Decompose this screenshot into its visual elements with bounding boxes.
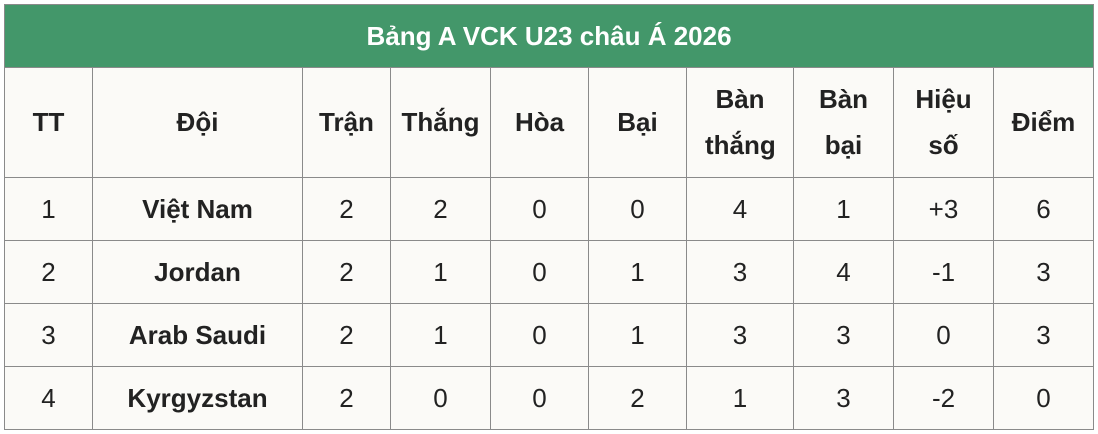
table-cell: +3 [893, 177, 994, 241]
column-header: Điểm [993, 67, 1094, 178]
standings-table: Bảng A VCK U23 châu Á 2026 TT Đội Trận Thắn… [4, 4, 1094, 430]
column-header: Đội [92, 67, 303, 178]
table-cell: 0 [490, 240, 589, 304]
table-cell: 1 [588, 240, 687, 304]
table-cell: 1 [793, 177, 894, 241]
table-cell: 1 [390, 303, 491, 367]
table-row: 4 Kyrgyzstan 2 0 0 2 1 3 -2 0 [4, 366, 1094, 430]
table-cell: 0 [993, 366, 1094, 430]
table-cell: 1 [4, 177, 93, 241]
table-cell: 3 [793, 366, 894, 430]
table-cell: 3 [686, 240, 794, 304]
table-cell: 2 [302, 177, 391, 241]
table-cell: 3 [793, 303, 894, 367]
table-cell: 0 [390, 366, 491, 430]
team-name: Jordan [92, 240, 303, 304]
column-header: Bàn bại [793, 67, 894, 178]
table-cell: 2 [4, 240, 93, 304]
column-header: TT [4, 67, 93, 178]
column-header: Bàn thắng [686, 67, 794, 178]
table-cell: 0 [490, 177, 589, 241]
table-cell: 0 [490, 303, 589, 367]
table-cell: 2 [302, 303, 391, 367]
team-name: Kyrgyzstan [92, 366, 303, 430]
table-cell: 0 [588, 177, 687, 241]
table-cell: 1 [686, 366, 794, 430]
table-cell: 4 [793, 240, 894, 304]
column-header: Hòa [490, 67, 589, 178]
team-name: Việt Nam [92, 177, 303, 241]
column-header: Thắng [390, 67, 491, 178]
table-cell: 2 [588, 366, 687, 430]
table-cell: 1 [390, 240, 491, 304]
table-row: 1 Việt Nam 2 2 0 0 4 1 +3 6 [4, 177, 1094, 241]
column-header: Hiệu số [893, 67, 994, 178]
table-cell: 4 [686, 177, 794, 241]
table-cell: 3 [993, 303, 1094, 367]
table-cell: 1 [588, 303, 687, 367]
table-row: 3 Arab Saudi 2 1 0 1 3 3 0 3 [4, 303, 1094, 367]
table-cell: 4 [4, 366, 93, 430]
table-cell: 2 [302, 240, 391, 304]
table-cell: -1 [893, 240, 994, 304]
table-cell: -2 [893, 366, 994, 430]
table-cell: 3 [686, 303, 794, 367]
table-cell: 0 [490, 366, 589, 430]
table-cell: 0 [893, 303, 994, 367]
team-name: Arab Saudi [92, 303, 303, 367]
table-cell: 2 [302, 366, 391, 430]
table-cell: 2 [390, 177, 491, 241]
column-header: Trận [302, 67, 391, 178]
table-row: 2 Jordan 2 1 0 1 3 4 -1 3 [4, 240, 1094, 304]
table-cell: 3 [993, 240, 1094, 304]
column-header: Bại [588, 67, 687, 178]
header-row: TT Đội Trận Thắng Hòa Bại Bàn thắng Bàn bại Hiệu… [4, 67, 1094, 178]
table-cell: 6 [993, 177, 1094, 241]
table-cell: 3 [4, 303, 93, 367]
table-title: Bảng A VCK U23 châu Á 2026 [4, 4, 1094, 68]
